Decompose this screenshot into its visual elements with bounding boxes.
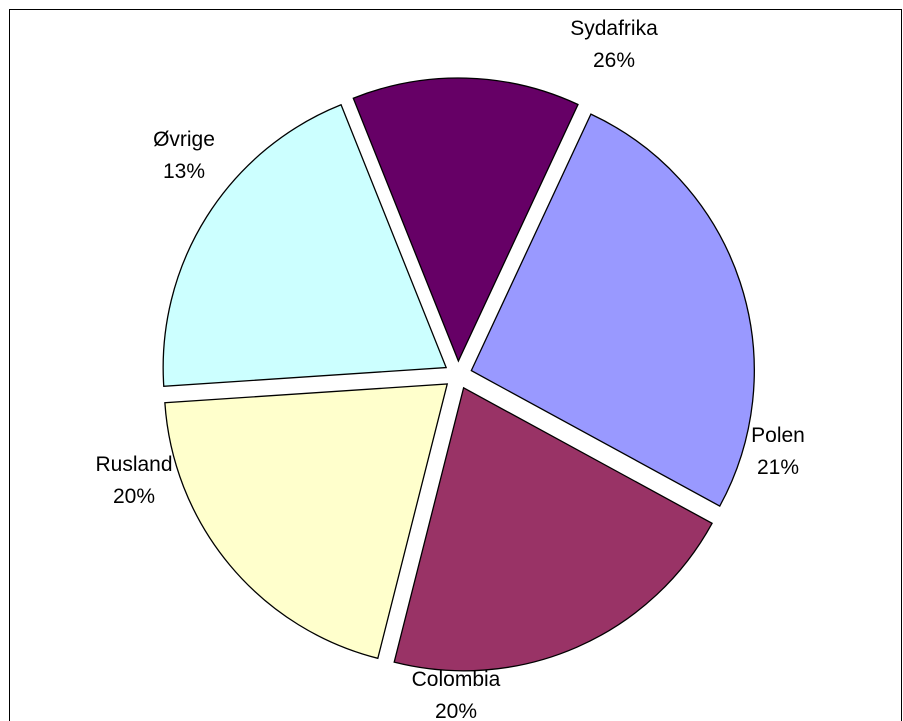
data-label-polen: Polen 21% [751, 424, 805, 479]
data-label-sydafrika: Sydafrika 26% [570, 17, 658, 72]
data-label-percent: 26% [593, 49, 635, 72]
data-label-colombia: Colombia 20% [412, 668, 501, 721]
data-label-øvrige: Øvrige 13% [153, 128, 215, 183]
pie-slice-rusland [162, 103, 448, 387]
pie-slice-øvrige [352, 77, 579, 363]
data-label-percent: 21% [757, 456, 799, 479]
data-label-percent: 20% [435, 700, 477, 721]
pie-slice-polen [393, 386, 713, 672]
data-label-percent: 20% [113, 485, 155, 508]
pie-slice-sydafrika [470, 113, 755, 507]
pie-slice-colombia [164, 383, 449, 660]
data-label-category: Øvrige [153, 128, 215, 151]
data-label-category: Sydafrika [570, 17, 658, 40]
data-label-percent: 13% [163, 160, 205, 183]
data-label-category: Polen [751, 424, 805, 447]
chart-frame [9, 9, 902, 721]
data-label-category: Colombia [412, 668, 501, 691]
data-label-rusland: Rusland 20% [95, 453, 172, 508]
data-label-category: Rusland [95, 453, 172, 476]
